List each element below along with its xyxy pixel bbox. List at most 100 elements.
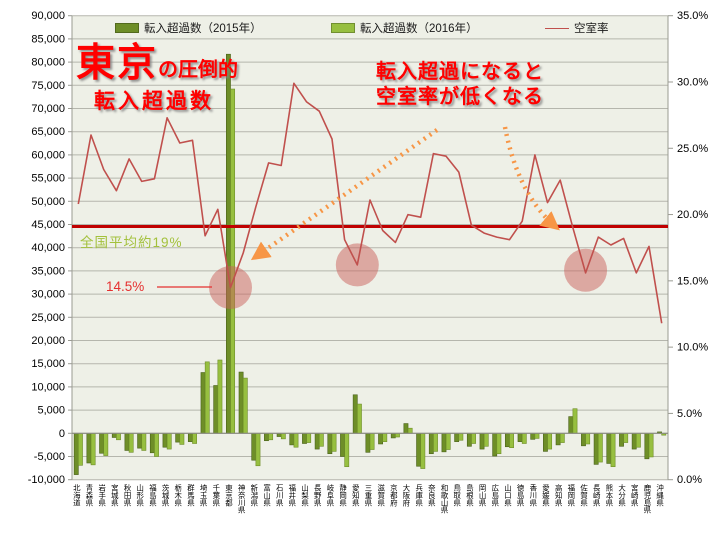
bar-2016-徳島県 (521, 432, 527, 444)
x-label-群馬県: 群馬県 (186, 484, 196, 507)
bar-2015-滋賀県 (378, 432, 383, 445)
legend-swatch-2015 (115, 23, 139, 33)
bar-2016-三重県 (369, 432, 375, 450)
bar-2015-宮崎県 (631, 432, 637, 450)
bar-2015-京都府 (390, 432, 396, 439)
bar-2016-岩手県 (103, 432, 109, 456)
bar-2016-愛媛県 (547, 432, 553, 450)
right-axis-tick-label: 5.0% (677, 408, 702, 420)
bar-2015-長野県 (314, 432, 320, 450)
bar-2015-宮城県 (111, 432, 117, 438)
bar-2015-福島県 (149, 432, 155, 454)
tokyo-dip-value-label: 14.5% (106, 279, 145, 294)
bar-2015-高知県 (555, 432, 561, 446)
right-axis-tick-label: 20.0% (677, 209, 708, 221)
x-label-広島県: 広島県 (490, 484, 500, 507)
bar-2015-大分県 (619, 432, 624, 447)
vacancy-rate-line (77, 82, 663, 324)
bar-2015-茨城県 (162, 432, 168, 448)
bar-2016-福岡県 (572, 408, 578, 434)
bar-2015-神奈川県 (238, 371, 244, 434)
x-label-東京都: 東京都 (224, 484, 234, 507)
left-axis-tick-label: 75,000 (31, 80, 65, 92)
bar-2015-福井県 (289, 432, 295, 446)
x-label-北海道: 北海道 (72, 484, 82, 507)
bar-2016-鹿児島県 (648, 432, 654, 458)
bar-2016-奈良県 (433, 432, 438, 452)
left-axis-tick-label: 30,000 (31, 289, 65, 301)
bar-2016-宮城県 (116, 432, 121, 441)
x-label-山形県: 山形県 (135, 484, 145, 507)
bar-2016-宮崎県 (635, 432, 641, 448)
left-axis-tick-label: 45,000 (31, 219, 65, 231)
bar-2015-東京都 (226, 53, 231, 434)
bar-2016-山梨県 (306, 432, 312, 443)
bar-2015-千葉県 (213, 385, 219, 434)
x-label-香川県: 香川県 (528, 484, 538, 507)
left-axis-tick-label: 90,000 (31, 10, 65, 22)
left-axis-tick-label: 15,000 (31, 358, 65, 370)
x-label-京都府: 京都府 (389, 484, 399, 507)
bar-2015-富山県 (264, 432, 269, 442)
left-axis-tick-label: 50,000 (31, 196, 65, 208)
x-label-和歌山県: 和歌山県 (440, 484, 450, 514)
x-label-青森県: 青森県 (84, 484, 94, 507)
bar-2015-静岡県 (340, 432, 345, 457)
bar-2015-埼玉県 (200, 372, 206, 434)
bar-2015-香川県 (530, 432, 536, 440)
bar-2015-山梨県 (302, 432, 307, 444)
left-axis-tick-label: 0 (59, 428, 65, 440)
bar-2015-和歌山県 (441, 432, 447, 453)
bar-2015-岡山県 (479, 432, 485, 450)
annotation-tokyo-subtitle: 転入超過数 (94, 90, 214, 113)
bar-2016-茨城県 (166, 432, 172, 450)
left-axis-tick-label: 40,000 (31, 242, 65, 254)
left-axis-tick-label: 70,000 (31, 103, 65, 115)
national-average-label: 全国平均約19% (80, 235, 183, 250)
x-label-神奈川県: 神奈川県 (237, 484, 247, 514)
bar-2016-山口県 (509, 432, 514, 448)
bar-2016-静岡県 (344, 432, 350, 468)
bar-2015-鳥取県 (454, 432, 460, 442)
bar-2015-奈良県 (428, 432, 434, 455)
bar-2015-岐阜県 (327, 432, 333, 455)
x-label-愛知県: 愛知県 (351, 484, 361, 507)
x-label-沖縄県: 沖縄県 (655, 484, 665, 507)
bar-2016-山形県 (141, 432, 147, 451)
x-label-愛媛県: 愛媛県 (541, 484, 551, 507)
x-label-長野県: 長野県 (313, 484, 323, 507)
bar-2016-熊本県 (610, 432, 616, 468)
legend-label-2016: 転入超過数（2016年） (360, 23, 478, 35)
bar-2015-大阪府 (403, 423, 409, 434)
left-axis-tick-label: 85,000 (31, 33, 65, 45)
right-axis-tick-label: 35.0% (677, 10, 708, 22)
annotation-tokyo-title: 東京 の圧倒的 (76, 44, 238, 83)
bar-2015-秋田県 (124, 432, 130, 451)
bar-2015-島根県 (466, 432, 472, 447)
x-label-栃木県: 栃木県 (173, 484, 183, 507)
bar-2016-福井県 (293, 432, 299, 448)
x-label-三重県: 三重県 (363, 484, 373, 507)
right-axis-tick-label: 25.0% (677, 143, 708, 155)
x-label-滋賀県: 滋賀県 (376, 484, 386, 507)
bar-2016-長野県 (318, 432, 324, 447)
x-label-岩手県: 岩手県 (97, 484, 107, 507)
bar-2016-岡山県 (483, 432, 489, 447)
bar-2016-高知県 (559, 432, 565, 443)
bar-2016-東京都 (230, 88, 236, 434)
bar-2015-三重県 (365, 432, 371, 453)
bar-2015-徳島県 (517, 432, 523, 442)
bar-2016-鳥取県 (458, 432, 464, 441)
bar-2016-長崎県 (597, 432, 603, 463)
left-axis-tick-label: 5,000 (37, 405, 65, 417)
bar-2016-兵庫県 (420, 432, 426, 469)
legend-item-2016: 転入超過数（2016年） (331, 20, 478, 36)
x-label-宮城県: 宮城県 (110, 484, 120, 507)
bar-2016-大分県 (623, 432, 629, 443)
right-axis-tick-label: 0.0% (677, 474, 702, 486)
annotation-callout: 転入超過になると 空室率が低くなる (360, 62, 560, 112)
x-label-新潟県: 新潟県 (249, 484, 259, 507)
right-axis-tick-label: 30.0% (677, 76, 708, 88)
